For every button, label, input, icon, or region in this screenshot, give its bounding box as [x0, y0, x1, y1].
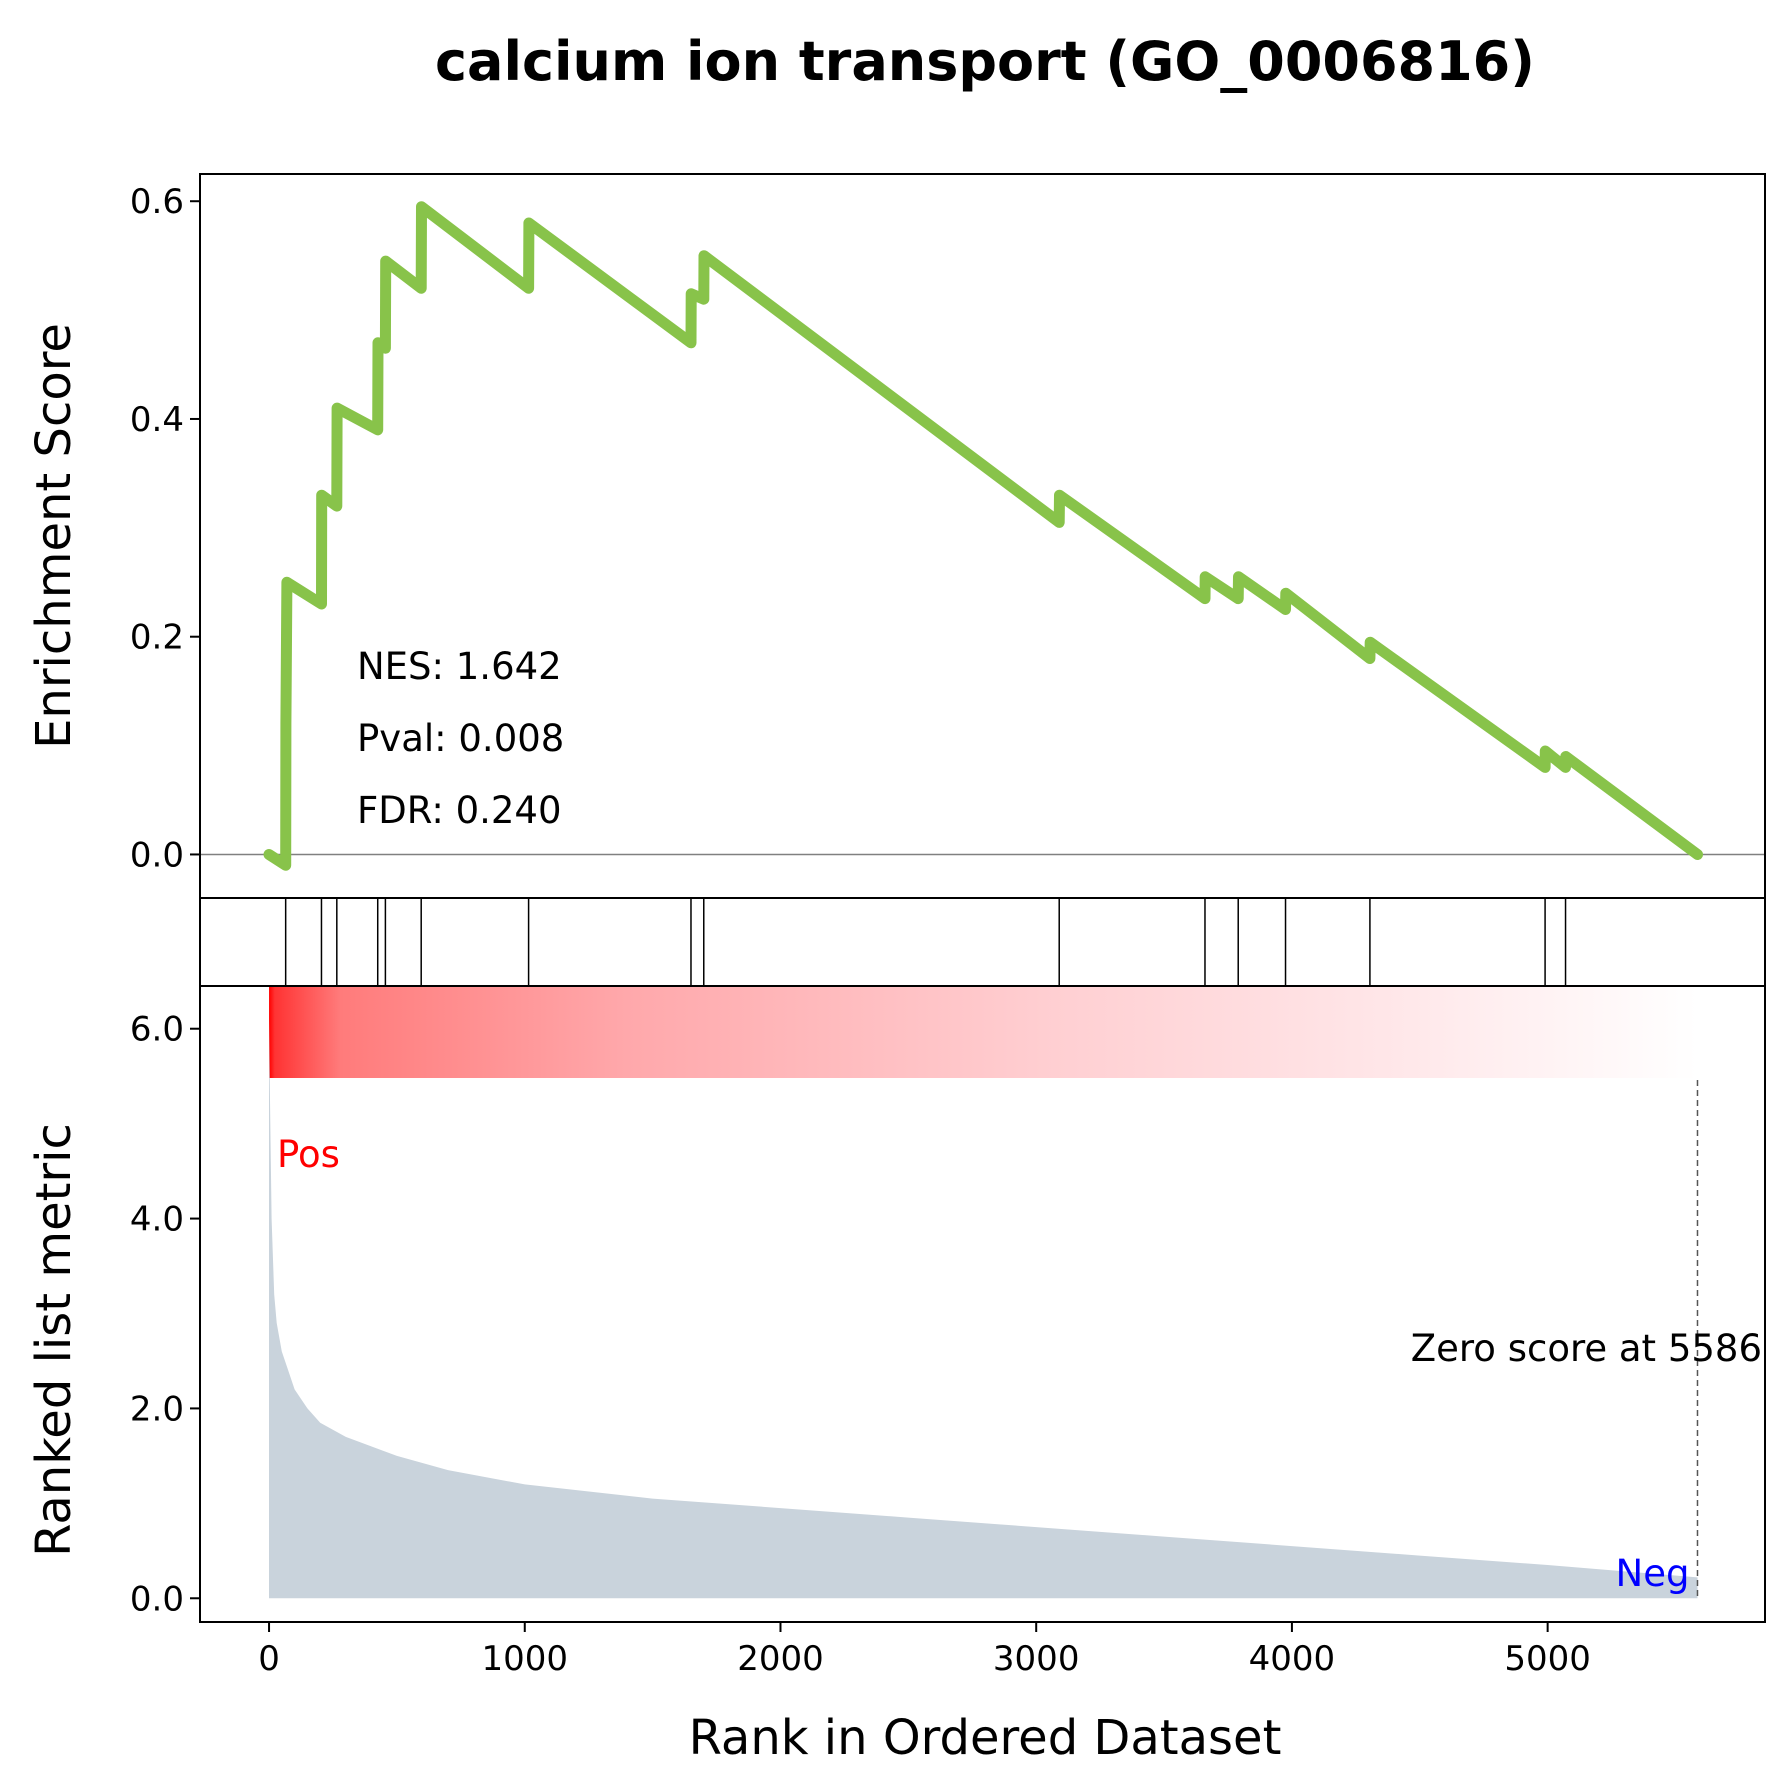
x-tick-label: 4000: [1249, 1639, 1336, 1679]
x-tick-label: 1000: [481, 1639, 568, 1679]
es-ytick-label: 0.6: [130, 182, 184, 222]
pos-label: Pos: [277, 1133, 340, 1176]
es-ytick-label: 0.2: [130, 618, 184, 658]
enrichment-ylabel: Enrichment Score: [26, 323, 82, 749]
es-ytick-label: 0.0: [130, 835, 184, 875]
enrichment-panel: 0.0 0.2 0.4 0.6 NES: 1.642 Pval: 0.008 FDR:…: [26, 173, 1766, 899]
x-tick-label: 5000: [1504, 1639, 1591, 1679]
rank-ytick-label: 6.0: [130, 1010, 184, 1050]
rank-heatmap-bar: [269, 986, 1698, 1078]
enrichment-score-line: [263, 201, 1703, 871]
ranked-metric-panel: Pos Neg Zero score at 5586 0.02.04.06.0 …: [26, 985, 1766, 1623]
x-tick-label: 0: [258, 1639, 280, 1679]
ranked-metric-panel-frame: [199, 985, 1766, 1623]
pval-stat: Pval: 0.008: [357, 717, 564, 760]
ranked-metric-ylabel: Ranked list metric: [26, 1123, 82, 1557]
nes-stat: NES: 1.642: [357, 645, 562, 688]
hits-panel-frame: [199, 897, 1766, 987]
x-axis-label: Rank in Ordered Dataset: [689, 1710, 1282, 1766]
neg-label: Neg: [1616, 1552, 1690, 1595]
hits-panel: [199, 897, 1766, 987]
ranked-metric-area: [269, 1019, 1698, 1599]
rank-ytick-label: 4.0: [130, 1200, 184, 1240]
es-ytick-label: 0.4: [130, 400, 184, 440]
zero-score-annotation: Zero score at 5586: [1411, 1327, 1762, 1370]
fdr-stat: FDR: 0.240: [357, 789, 562, 832]
rank-ytick-label: 2.0: [130, 1389, 184, 1429]
x-tick-label: 3000: [993, 1639, 1080, 1679]
chart-title: calcium ion transport (GO_0006816): [435, 30, 1535, 93]
rank-ytick-label: 0.0: [130, 1579, 184, 1619]
x-tick-label: 2000: [737, 1639, 824, 1679]
